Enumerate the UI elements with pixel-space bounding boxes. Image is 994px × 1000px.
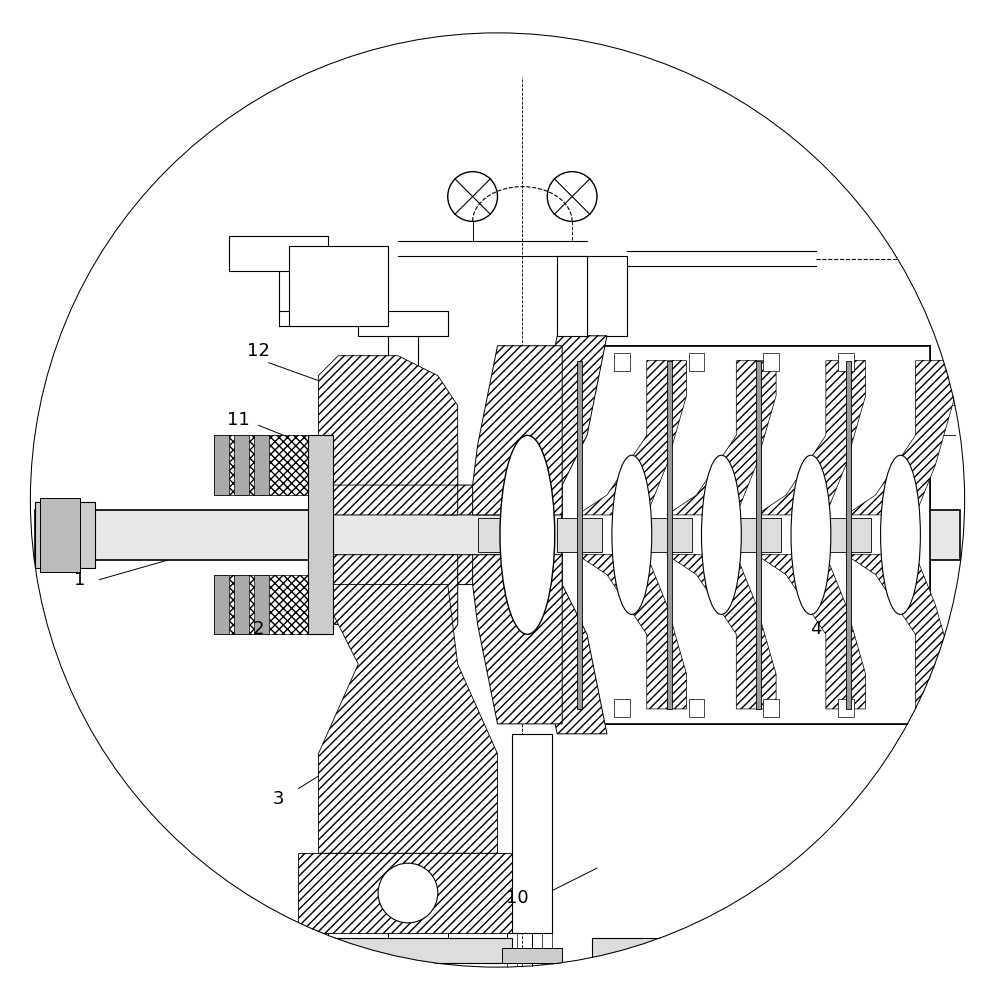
Bar [388,336,417,415]
Bar [214,575,229,634]
Text: 10: 10 [506,889,528,907]
Bar [591,988,850,1000]
Circle shape [30,32,964,968]
Ellipse shape [378,863,437,923]
Polygon shape [298,853,517,933]
Text: 12: 12 [248,342,269,360]
Ellipse shape [880,455,919,614]
Bar [512,734,552,933]
Polygon shape [328,415,457,515]
Bar [308,435,333,634]
Ellipse shape [701,455,741,614]
Bar [762,353,778,371]
Bar [234,435,248,495]
Polygon shape [214,575,313,634]
Polygon shape [318,356,457,485]
Polygon shape [755,361,865,515]
Bar [613,353,629,371]
Bar [234,575,248,634]
Bar [253,575,268,634]
Bar [577,361,581,709]
Bar [288,246,388,326]
Polygon shape [577,555,686,709]
Bar [293,938,512,963]
Bar [229,236,328,271]
Bar [736,518,780,552]
Ellipse shape [500,435,555,634]
Bar [613,699,629,717]
Bar [40,498,80,572]
Bar [502,948,562,963]
Polygon shape [472,555,562,724]
Polygon shape [845,361,954,515]
Bar [253,435,268,495]
Bar [477,518,522,552]
Bar [762,699,778,717]
Polygon shape [666,361,775,515]
Bar [293,973,512,988]
Bar [666,361,671,709]
Bar [358,311,447,336]
Polygon shape [845,555,954,709]
Bar [688,699,704,717]
Bar [591,938,850,973]
Bar [837,353,853,371]
Bar [35,502,94,568]
Bar [562,346,929,724]
Ellipse shape [790,455,830,614]
Polygon shape [472,346,562,515]
Polygon shape [577,361,686,515]
Text: 11: 11 [228,411,249,429]
Polygon shape [586,256,626,336]
Bar [825,518,870,552]
Text: 2: 2 [252,620,264,638]
Text: 3: 3 [272,790,284,808]
Bar [214,435,229,495]
Bar [646,518,691,552]
Bar [755,361,760,709]
Bar [557,518,601,552]
Polygon shape [214,435,313,495]
Bar [837,699,853,717]
Polygon shape [328,555,457,654]
Bar [35,510,959,560]
Polygon shape [437,555,606,734]
Bar [557,256,586,336]
Bar [688,353,704,371]
Text: 4: 4 [809,620,821,638]
Ellipse shape [611,455,651,614]
Polygon shape [666,555,775,709]
Polygon shape [437,336,606,515]
Text: 1: 1 [74,571,85,589]
Polygon shape [318,585,497,853]
Bar [845,361,850,709]
Polygon shape [755,555,865,709]
